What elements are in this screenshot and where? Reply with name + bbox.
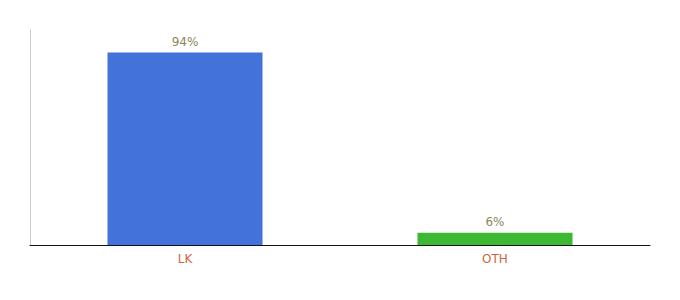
svg-text:OTH: OTH [482, 252, 508, 266]
svg-text:6%: 6% [485, 215, 504, 229]
svg-text:LK: LK [178, 252, 194, 266]
svg-text:94%: 94% [172, 35, 199, 49]
